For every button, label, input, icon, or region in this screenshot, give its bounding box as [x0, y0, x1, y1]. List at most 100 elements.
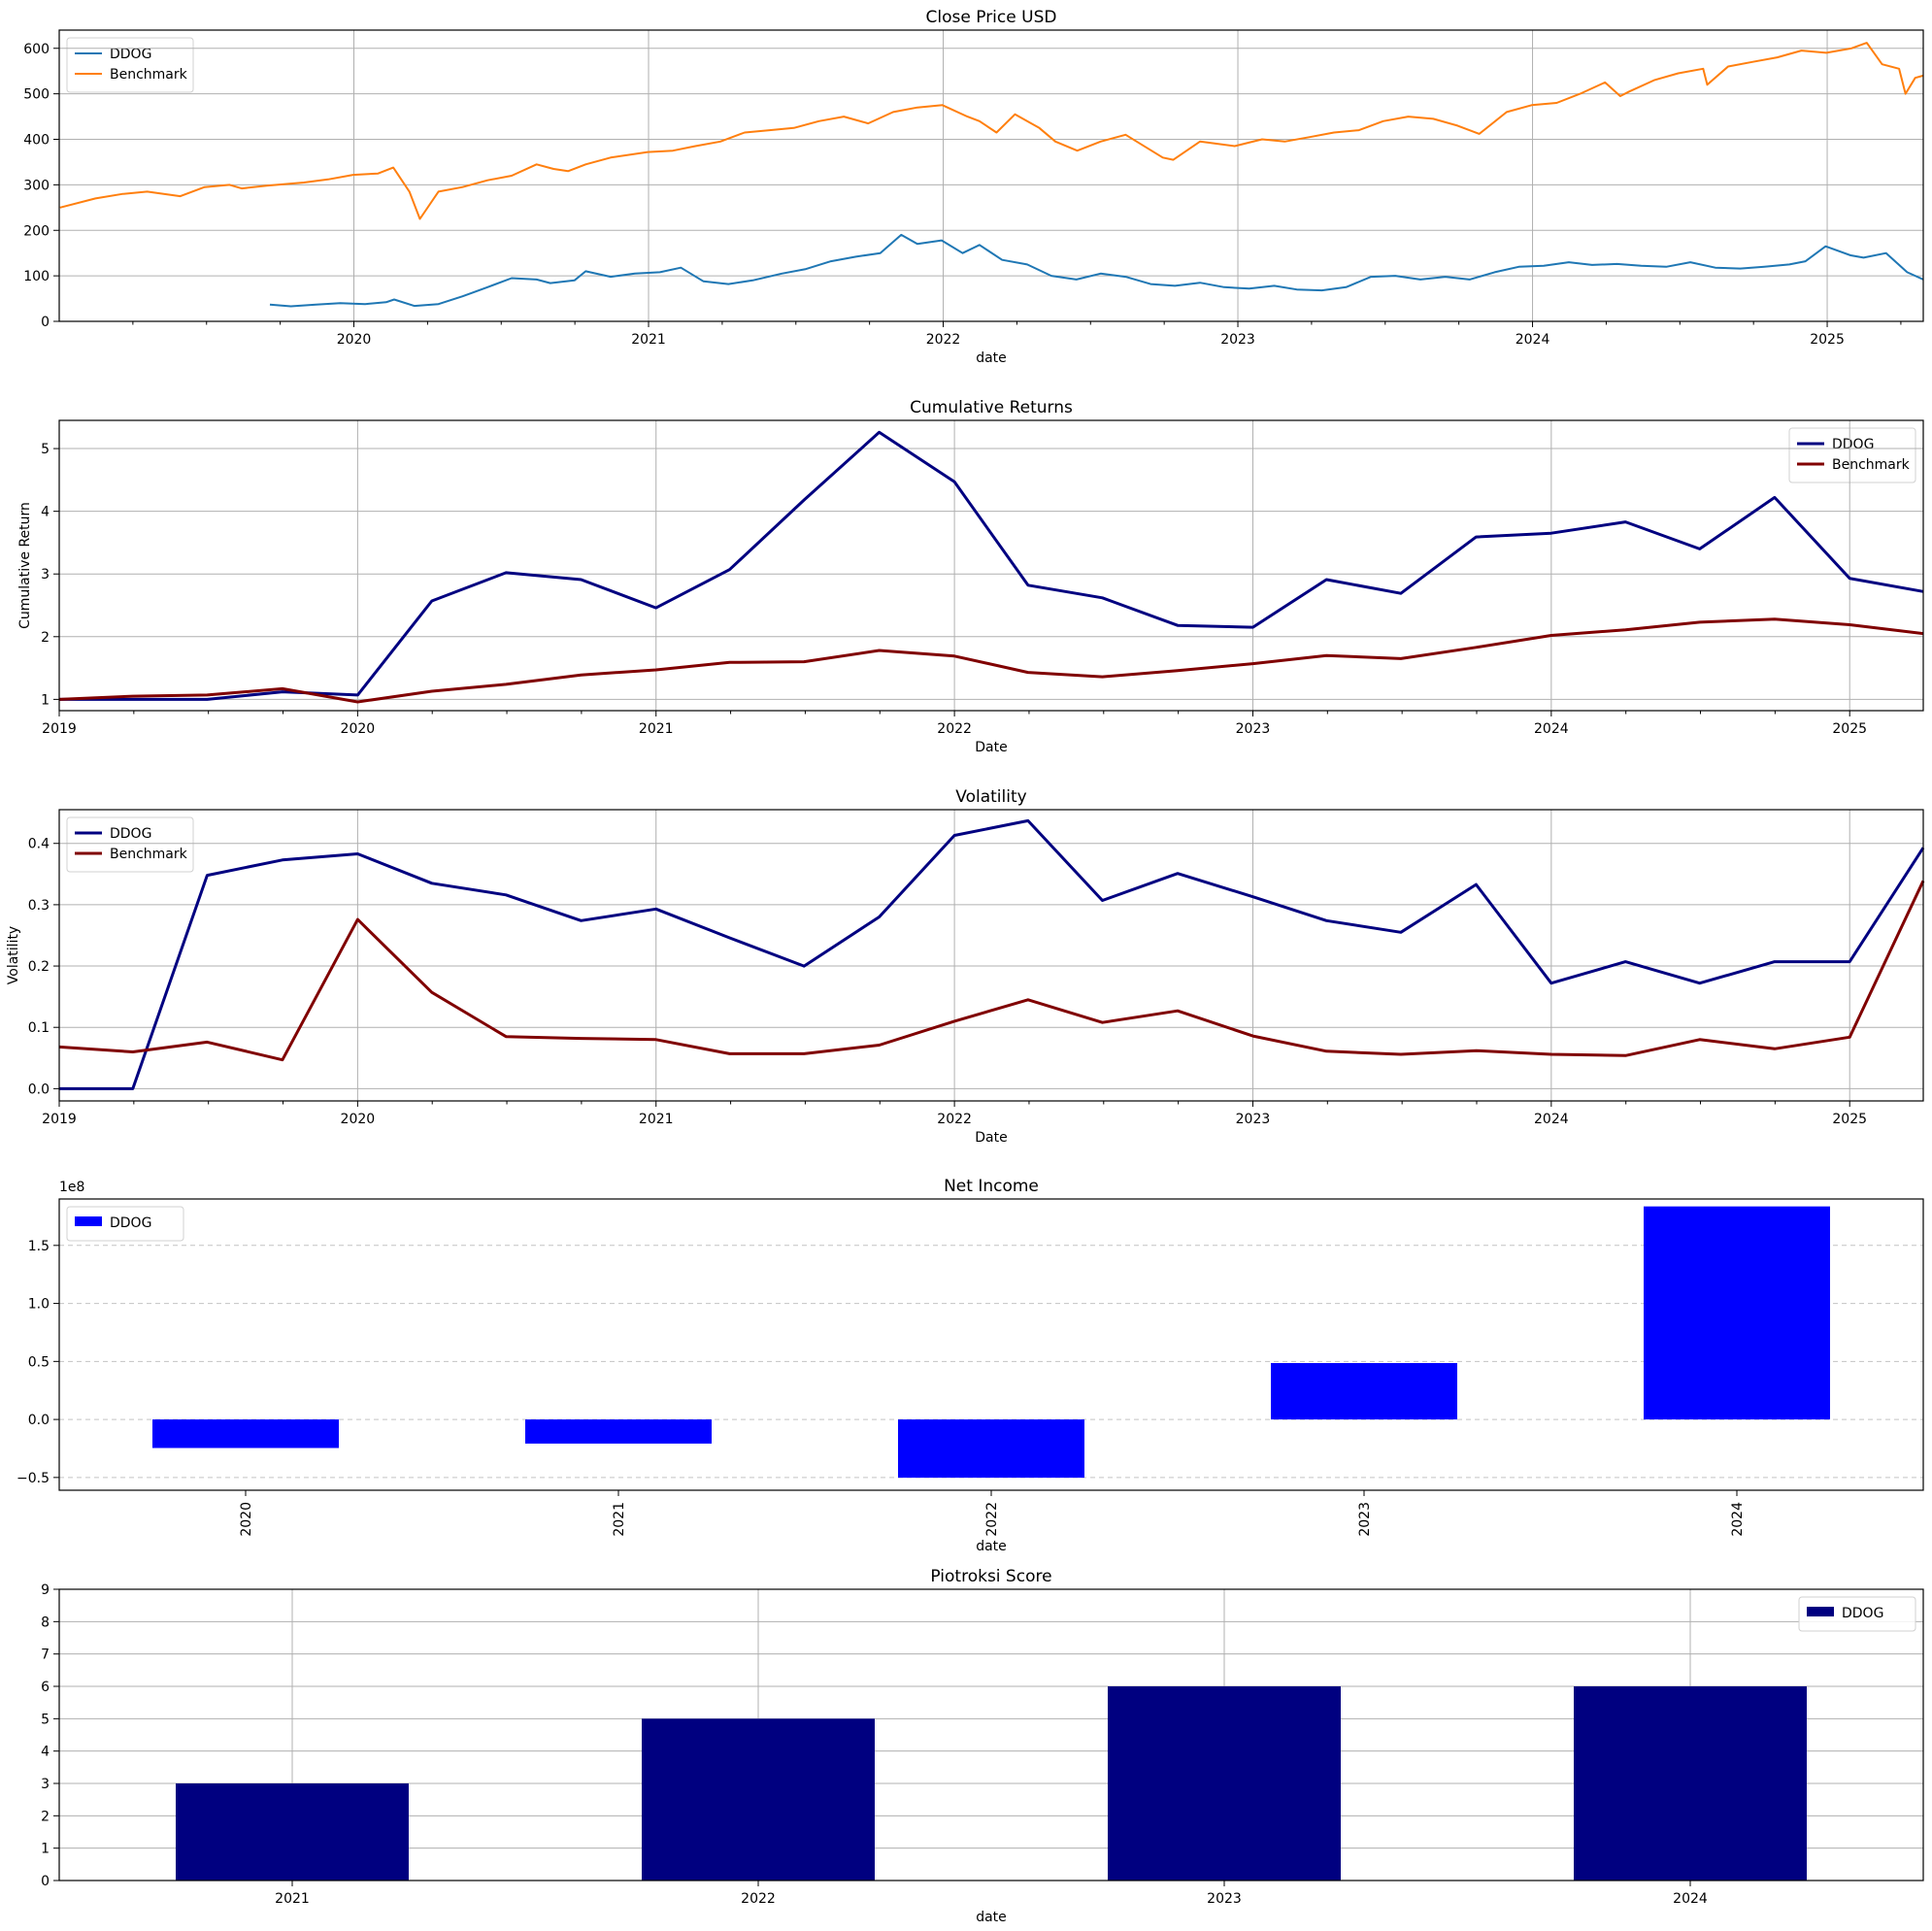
x-tick-label: 2020: [239, 1502, 254, 1537]
panel-title: Cumulative Returns: [910, 398, 1073, 417]
series-line-ddog: [59, 430, 1924, 701]
x-tick-label: 2025: [1832, 1112, 1867, 1127]
y-tick-label: 0.3: [28, 898, 50, 914]
series-line-ddog: [59, 818, 1925, 1090]
y-tick-label: 1: [41, 1842, 50, 1857]
x-tick-label: 2024: [1516, 332, 1550, 348]
legend-frame: [66, 816, 194, 873]
legend-label: DDOG: [110, 826, 151, 842]
bar: [1271, 1363, 1457, 1420]
x-tick-label: 2020: [341, 1112, 376, 1127]
x-tick-label: 2024: [1673, 1891, 1708, 1907]
legend-swatch: [1807, 1607, 1834, 1616]
y-tick-label: 0: [41, 315, 50, 330]
y-axis-label: Volatility: [6, 926, 21, 984]
x-tick-label: 2023: [1236, 721, 1271, 737]
legend-label: Benchmark: [1832, 457, 1911, 473]
plot-frame: [58, 1198, 1924, 1491]
y-tick-label: 1.5: [28, 1239, 50, 1254]
y-tick-label: −0.5: [17, 1471, 50, 1486]
x-axis-label: date: [976, 350, 1007, 366]
plot-frame: [58, 29, 1924, 322]
y-tick-label: 3: [41, 567, 50, 583]
y-tick-label: 0.1: [28, 1020, 50, 1036]
x-tick-label: 2024: [1534, 1112, 1569, 1127]
y-tick-label: 500: [23, 87, 50, 103]
x-tick-label: 2019: [42, 721, 77, 737]
y-tick-label: 200: [23, 223, 50, 239]
panel-title: Piotroksi Score: [930, 1567, 1051, 1586]
plot-frame: [58, 1588, 1924, 1881]
y-tick-label: 300: [23, 178, 50, 193]
legend-label: DDOG: [1832, 437, 1874, 452]
y-tick-label: 4: [41, 505, 50, 520]
x-tick-label: 2022: [741, 1891, 776, 1907]
x-axis-label: date: [976, 1539, 1007, 1554]
bar: [642, 1718, 875, 1881]
y-tick-label: 6: [41, 1680, 50, 1695]
x-tick-label: 2022: [926, 332, 961, 348]
y-tick-label: 5: [41, 1712, 50, 1727]
series-line-benchmark: [59, 42, 1924, 220]
x-tick-label: 2023: [1207, 1891, 1242, 1907]
cumulative-returns-panel: Cumulative Returns Date Cumulative Retur…: [17, 398, 1924, 755]
gridlines: [59, 1245, 1923, 1479]
x-tick-label: 2023: [1357, 1502, 1373, 1537]
y-tick-label: 0.0: [28, 1413, 50, 1428]
y-tick-label: 9: [41, 1582, 50, 1598]
bar: [525, 1419, 712, 1444]
x-axis-label: date: [976, 1910, 1007, 1925]
net-income-panel: Net Income date 1e8 −0.5 0.0 0.5 1.0 1.5 2020…: [17, 1177, 1924, 1554]
legend-frame: [1798, 1596, 1916, 1632]
volatility-panel: Volatility Date Volatility DDOG Benchmark…: [6, 787, 1925, 1146]
bar: [1108, 1686, 1341, 1881]
legend-label: DDOG: [110, 47, 151, 62]
y-tick-label: 100: [23, 269, 50, 284]
panel-title: Close Price USD: [926, 8, 1057, 27]
x-axis-label: Date: [975, 1130, 1007, 1146]
series-line-ddog: [269, 233, 1924, 308]
x-tick-label: 2020: [341, 721, 376, 737]
y-tick-label: 8: [41, 1615, 50, 1630]
legend-frame: [66, 37, 194, 93]
plot-frame: [58, 809, 1924, 1102]
gridlines: [59, 30, 1923, 322]
x-tick-label: 2021: [275, 1891, 310, 1907]
x-tick-label: 2021: [612, 1502, 627, 1537]
x-tick-label: 2022: [937, 1112, 972, 1127]
bar: [1644, 1206, 1830, 1420]
legend: DDOG Benchmark: [66, 816, 194, 873]
y-tick-label: 4: [41, 1745, 50, 1760]
y-tick-label: 0.0: [28, 1082, 50, 1097]
bar: [898, 1419, 1084, 1479]
series-line-benchmark: [58, 617, 1924, 704]
y-axis-label: Cumulative Return: [17, 502, 33, 629]
bar: [152, 1419, 339, 1448]
gridlines: [58, 420, 1923, 711]
y-tick-label: 7: [41, 1648, 50, 1663]
plot-frame: [58, 419, 1924, 712]
bar: [1574, 1686, 1807, 1881]
y-tick-label: 0.2: [28, 959, 50, 975]
x-tick-label: 2020: [337, 332, 372, 348]
legend-frame: [66, 1206, 184, 1242]
x-tick-label: 2023: [1220, 332, 1255, 348]
y-tick-label: 600: [23, 42, 50, 57]
series-line-benchmark: [58, 880, 1925, 1062]
x-tick-label: 2019: [42, 1112, 77, 1127]
close-price-panel: Close Price USD date DDOG Benchmark 2020 2…: [23, 8, 1924, 366]
legend: DDOG: [66, 1206, 184, 1242]
y-tick-label: 2: [41, 1809, 50, 1824]
legend-swatch: [75, 1216, 102, 1226]
legend-label: Benchmark: [110, 847, 188, 862]
x-tick-label: 2021: [631, 332, 666, 348]
legend-label: DDOG: [1842, 1606, 1883, 1621]
x-axis-label: Date: [975, 740, 1007, 755]
y-tick-label: 0: [41, 1874, 50, 1889]
axis-scale-label: 1e8: [59, 1180, 84, 1195]
x-tick-label: 2021: [639, 1112, 674, 1127]
x-tick-label: 2023: [1236, 1112, 1271, 1127]
x-tick-label: 2025: [1832, 721, 1867, 737]
legend-label: Benchmark: [110, 67, 188, 83]
